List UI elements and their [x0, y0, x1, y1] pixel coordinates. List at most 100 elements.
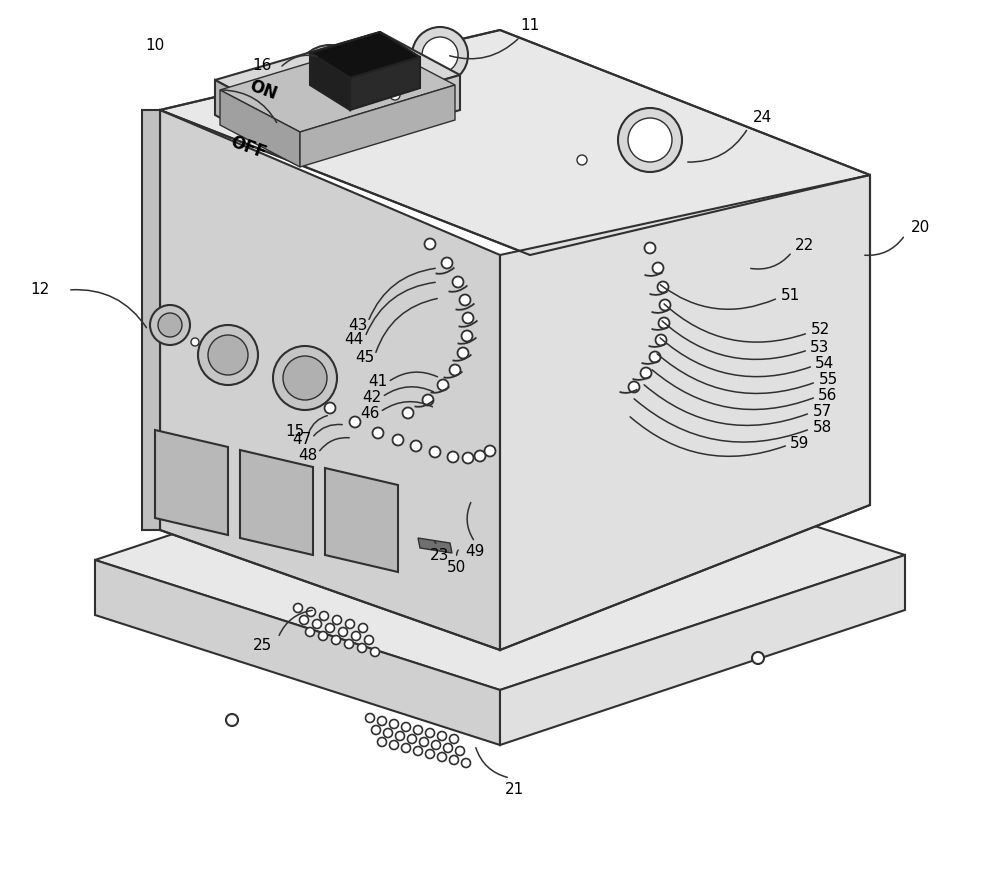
Circle shape: [658, 282, 668, 293]
Circle shape: [424, 238, 436, 249]
Polygon shape: [220, 43, 455, 132]
Circle shape: [752, 652, 764, 664]
Text: 25: 25: [252, 638, 272, 653]
Circle shape: [444, 744, 452, 753]
Circle shape: [273, 346, 337, 410]
Circle shape: [318, 632, 328, 640]
Circle shape: [475, 450, 486, 461]
Circle shape: [305, 55, 355, 105]
Text: 58: 58: [812, 421, 832, 435]
Polygon shape: [95, 425, 905, 690]
Circle shape: [364, 635, 374, 645]
Circle shape: [402, 722, 411, 732]
Circle shape: [452, 276, 464, 288]
Polygon shape: [215, 80, 295, 158]
Circle shape: [412, 27, 468, 83]
Text: 41: 41: [368, 375, 388, 389]
Text: ON: ON: [247, 76, 279, 103]
Circle shape: [462, 330, 473, 342]
Polygon shape: [295, 75, 460, 158]
Text: 51: 51: [780, 288, 800, 302]
Circle shape: [306, 627, 314, 636]
Text: 52: 52: [810, 322, 830, 337]
Text: 54: 54: [815, 356, 835, 372]
Text: 16: 16: [252, 57, 272, 72]
Circle shape: [422, 37, 458, 73]
Text: 50: 50: [446, 561, 466, 575]
Circle shape: [402, 408, 414, 419]
Circle shape: [346, 620, 354, 628]
Text: 55: 55: [818, 373, 838, 388]
Circle shape: [462, 759, 471, 767]
Circle shape: [312, 620, 322, 628]
Text: 46: 46: [360, 407, 380, 421]
Circle shape: [650, 351, 660, 362]
Circle shape: [484, 446, 496, 456]
Circle shape: [652, 262, 664, 274]
Circle shape: [295, 45, 365, 115]
Circle shape: [618, 108, 682, 172]
Text: 53: 53: [810, 341, 830, 355]
Circle shape: [456, 746, 464, 755]
Circle shape: [438, 753, 446, 761]
Circle shape: [640, 368, 652, 379]
Polygon shape: [240, 450, 313, 555]
Text: 43: 43: [348, 317, 368, 333]
Circle shape: [326, 623, 334, 633]
Text: 22: 22: [795, 237, 815, 253]
Text: 59: 59: [790, 436, 810, 452]
Circle shape: [450, 364, 460, 375]
Circle shape: [350, 416, 360, 428]
Text: 57: 57: [812, 404, 832, 420]
Circle shape: [402, 744, 411, 753]
Circle shape: [384, 728, 392, 738]
Circle shape: [352, 632, 360, 640]
Circle shape: [208, 335, 248, 375]
Circle shape: [372, 428, 384, 439]
Polygon shape: [500, 175, 870, 650]
Circle shape: [414, 746, 422, 755]
Text: 42: 42: [362, 390, 382, 406]
Circle shape: [430, 447, 440, 457]
Circle shape: [294, 603, 302, 613]
Circle shape: [422, 395, 434, 406]
Circle shape: [324, 402, 336, 414]
Circle shape: [408, 734, 416, 744]
Circle shape: [378, 738, 386, 746]
Circle shape: [396, 732, 404, 740]
Circle shape: [660, 300, 670, 310]
Circle shape: [358, 644, 366, 653]
Circle shape: [390, 740, 398, 749]
Circle shape: [438, 732, 446, 740]
Text: 12: 12: [30, 282, 50, 297]
Polygon shape: [418, 538, 452, 553]
Text: 20: 20: [910, 221, 930, 235]
Circle shape: [226, 714, 238, 726]
Circle shape: [426, 728, 434, 738]
Text: 21: 21: [505, 782, 525, 798]
Circle shape: [372, 726, 380, 734]
Circle shape: [191, 338, 199, 346]
Circle shape: [448, 452, 458, 462]
Circle shape: [358, 623, 368, 633]
Circle shape: [320, 612, 328, 620]
Circle shape: [370, 647, 380, 656]
Text: 48: 48: [298, 448, 318, 463]
Circle shape: [462, 313, 474, 323]
Circle shape: [450, 734, 458, 744]
Polygon shape: [160, 30, 870, 255]
Polygon shape: [215, 32, 460, 123]
Circle shape: [414, 726, 422, 734]
Circle shape: [150, 305, 190, 345]
Circle shape: [432, 740, 440, 749]
Circle shape: [332, 615, 342, 625]
Circle shape: [462, 453, 474, 463]
Circle shape: [628, 118, 672, 162]
Circle shape: [438, 380, 448, 390]
Polygon shape: [350, 57, 420, 110]
Circle shape: [460, 295, 471, 306]
Circle shape: [338, 627, 348, 636]
Text: 11: 11: [520, 17, 540, 32]
Polygon shape: [142, 110, 160, 530]
Circle shape: [283, 356, 327, 400]
